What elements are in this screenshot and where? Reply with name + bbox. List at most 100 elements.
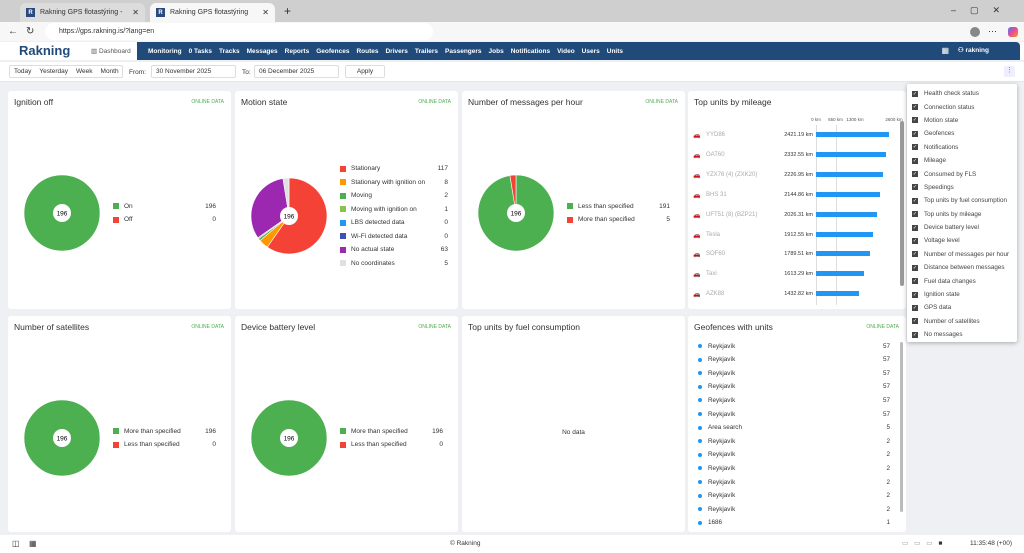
checkbox-checked-icon[interactable]: ✓ <box>912 90 918 97</box>
widget-toggle-item[interactable]: ✓ Notifications <box>907 141 1017 154</box>
widget-toggle-item[interactable]: ✓ GPS data <box>907 301 1017 314</box>
legend-item[interactable]: Moving 2 <box>340 189 448 203</box>
checkbox-checked-icon[interactable]: ✓ <box>912 251 918 258</box>
checkbox-checked-icon[interactable]: ✓ <box>912 237 918 244</box>
geofence-row[interactable]: Reykjavík 2 <box>698 491 890 501</box>
widget-toggle-item[interactable]: ✓ Geofences <box>907 127 1017 140</box>
from-date-input[interactable]: 30 November 2025 <box>151 65 236 78</box>
checkbox-checked-icon[interactable]: ✓ <box>912 331 918 338</box>
browser-tab[interactable]: R Rakning GPS flotastýring - ✕ <box>20 3 145 22</box>
sidebar-toggle-icon[interactable]: ◫ <box>12 539 20 548</box>
nav-item[interactable]: Routes <box>356 47 379 55</box>
legend-item[interactable]: Moving with ignition on 1 <box>340 203 448 217</box>
checkbox-checked-icon[interactable]: ✓ <box>912 264 918 271</box>
more-icon[interactable]: ⋯ <box>988 26 997 36</box>
widget-toggle-item[interactable]: ✓ Distance between messages <box>907 261 1017 274</box>
checkbox-checked-icon[interactable]: ✓ <box>912 211 918 218</box>
scrollbar[interactable] <box>900 342 903 512</box>
grid-icon[interactable]: ▦ <box>29 539 37 548</box>
legend-item[interactable]: More than specified 196 <box>340 425 443 439</box>
geofence-row[interactable]: Reykjavík 57 <box>698 382 890 392</box>
legend-item[interactable]: On 196 <box>113 200 216 214</box>
apps-grid-icon[interactable]: ▦ <box>941 46 949 55</box>
widget-settings-button[interactable]: ⋮ <box>1004 66 1015 77</box>
widget-toggle-item[interactable]: ✓ Consumed by FLS <box>907 167 1017 180</box>
legend-item[interactable]: Wi-Fi detected data 0 <box>340 230 448 244</box>
legend-item[interactable]: More than specified 196 <box>113 425 216 439</box>
legend-item[interactable]: More than specified 5 <box>567 213 670 227</box>
checkbox-checked-icon[interactable]: ✓ <box>912 278 918 285</box>
mileage-bar[interactable] <box>816 251 870 257</box>
copilot-icon[interactable] <box>1008 26 1018 37</box>
pie-slice[interactable] <box>250 178 290 239</box>
week-button[interactable]: Week <box>76 68 93 75</box>
back-icon[interactable]: ← <box>8 26 18 37</box>
geofence-row[interactable]: Reykjavík 57 <box>698 355 890 365</box>
widget-toggle-item[interactable]: ✓ Ignition state <box>907 288 1017 301</box>
widget-toggle-item[interactable]: ✓ Top units by mileage <box>907 208 1017 221</box>
geofence-row[interactable]: Reykjavík 2 <box>698 436 890 446</box>
widget-toggle-item[interactable]: ✓ Top units by fuel consumption <box>907 194 1017 207</box>
widget-toggle-item[interactable]: ✓ Speedings <box>907 181 1017 194</box>
legend-item[interactable]: Less than specified 0 <box>340 438 443 452</box>
mileage-bar[interactable] <box>816 231 874 237</box>
nav-item[interactable]: Users <box>581 47 600 55</box>
checkbox-checked-icon[interactable]: ✓ <box>912 291 918 298</box>
widget-toggle-item[interactable]: ✓ Fuel data changes <box>907 274 1017 287</box>
yesterday-button[interactable]: Yesterday <box>39 68 69 75</box>
reload-icon[interactable]: ↻ <box>26 26 35 37</box>
nav-item[interactable]: Units <box>606 47 623 55</box>
mileage-bar[interactable] <box>816 151 886 157</box>
user-menu[interactable]: ⚇ rakning <box>957 47 989 54</box>
nav-item[interactable]: Notifications <box>510 47 551 55</box>
widget-toggle-item[interactable]: ✓ Number of messages per hour <box>907 248 1017 261</box>
legend-item[interactable]: No coordinates 5 <box>340 257 448 271</box>
legend-item[interactable]: Off 0 <box>113 213 216 227</box>
geofence-row[interactable]: Reykjavík 2 <box>698 477 890 487</box>
nav-item[interactable]: Passengers <box>445 47 482 55</box>
profile-avatar[interactable] <box>970 26 980 37</box>
nav-dashboard[interactable]: ▥ Dashboard <box>91 48 131 55</box>
widget-toggle-item[interactable]: ✓ No messages <box>907 328 1017 341</box>
mileage-bar[interactable] <box>816 191 881 197</box>
widget-toggle-item[interactable]: ✓ Number of satellites <box>907 315 1017 328</box>
checkbox-checked-icon[interactable]: ✓ <box>912 144 918 151</box>
checkbox-checked-icon[interactable]: ✓ <box>912 318 918 325</box>
mileage-bar[interactable] <box>816 171 883 177</box>
nav-item[interactable]: Reports <box>284 47 310 55</box>
checkbox-checked-icon[interactable]: ✓ <box>912 304 918 311</box>
url-input[interactable]: https://gps.rakning.is/?lang=en <box>45 23 433 40</box>
checkbox-checked-icon[interactable]: ✓ <box>912 224 918 231</box>
pie-slice[interactable] <box>282 177 290 217</box>
legend-item[interactable]: Less than specified 0 <box>113 438 216 452</box>
geofence-row[interactable]: Reykjavík 57 <box>698 409 890 419</box>
to-date-input[interactable]: 06 December 2025 <box>254 65 339 78</box>
checkbox-checked-icon[interactable]: ✓ <box>912 104 918 111</box>
close-tab-icon[interactable]: ✕ <box>262 8 269 17</box>
nav-item[interactable]: Geofences <box>316 47 350 55</box>
checkbox-checked-icon[interactable]: ✓ <box>912 117 918 124</box>
close-tab-icon[interactable]: ✕ <box>132 8 139 17</box>
checkbox-checked-icon[interactable]: ✓ <box>912 130 918 137</box>
checkbox-checked-icon[interactable]: ✓ <box>912 171 918 178</box>
legend-item[interactable]: Stationary with ignition on 8 <box>340 176 448 190</box>
mileage-bar[interactable] <box>816 132 889 137</box>
geofence-row[interactable]: Reykjavík 2 <box>698 450 890 460</box>
widget-toggle-item[interactable]: ✓ Motion state <box>907 114 1017 127</box>
widget-toggle-item[interactable]: ✓ Connection status <box>907 100 1017 113</box>
nav-item[interactable]: Video <box>557 47 575 55</box>
geofence-row[interactable]: Area search 5 <box>698 423 890 433</box>
checkbox-checked-icon[interactable]: ✓ <box>912 197 918 204</box>
new-tab-icon[interactable]: + <box>284 4 292 18</box>
widget-toggle-item[interactable]: ✓ Health check status <box>907 87 1017 100</box>
mileage-bar[interactable] <box>816 271 865 277</box>
geofence-row[interactable]: Reykjavík 57 <box>698 395 890 405</box>
legend-item[interactable]: LBS detected data 0 <box>340 216 448 230</box>
month-button[interactable]: Month <box>100 68 119 75</box>
nav-item[interactable]: Tracks <box>218 47 240 55</box>
nav-item[interactable]: Monitoring <box>148 47 182 55</box>
nav-item[interactable]: 0 Tasks <box>188 47 212 55</box>
widget-toggle-item[interactable]: ✓ Mileage <box>907 154 1017 167</box>
apply-button[interactable]: Apply <box>345 65 385 78</box>
legend-item[interactable]: Less than specified 191 <box>567 200 670 214</box>
